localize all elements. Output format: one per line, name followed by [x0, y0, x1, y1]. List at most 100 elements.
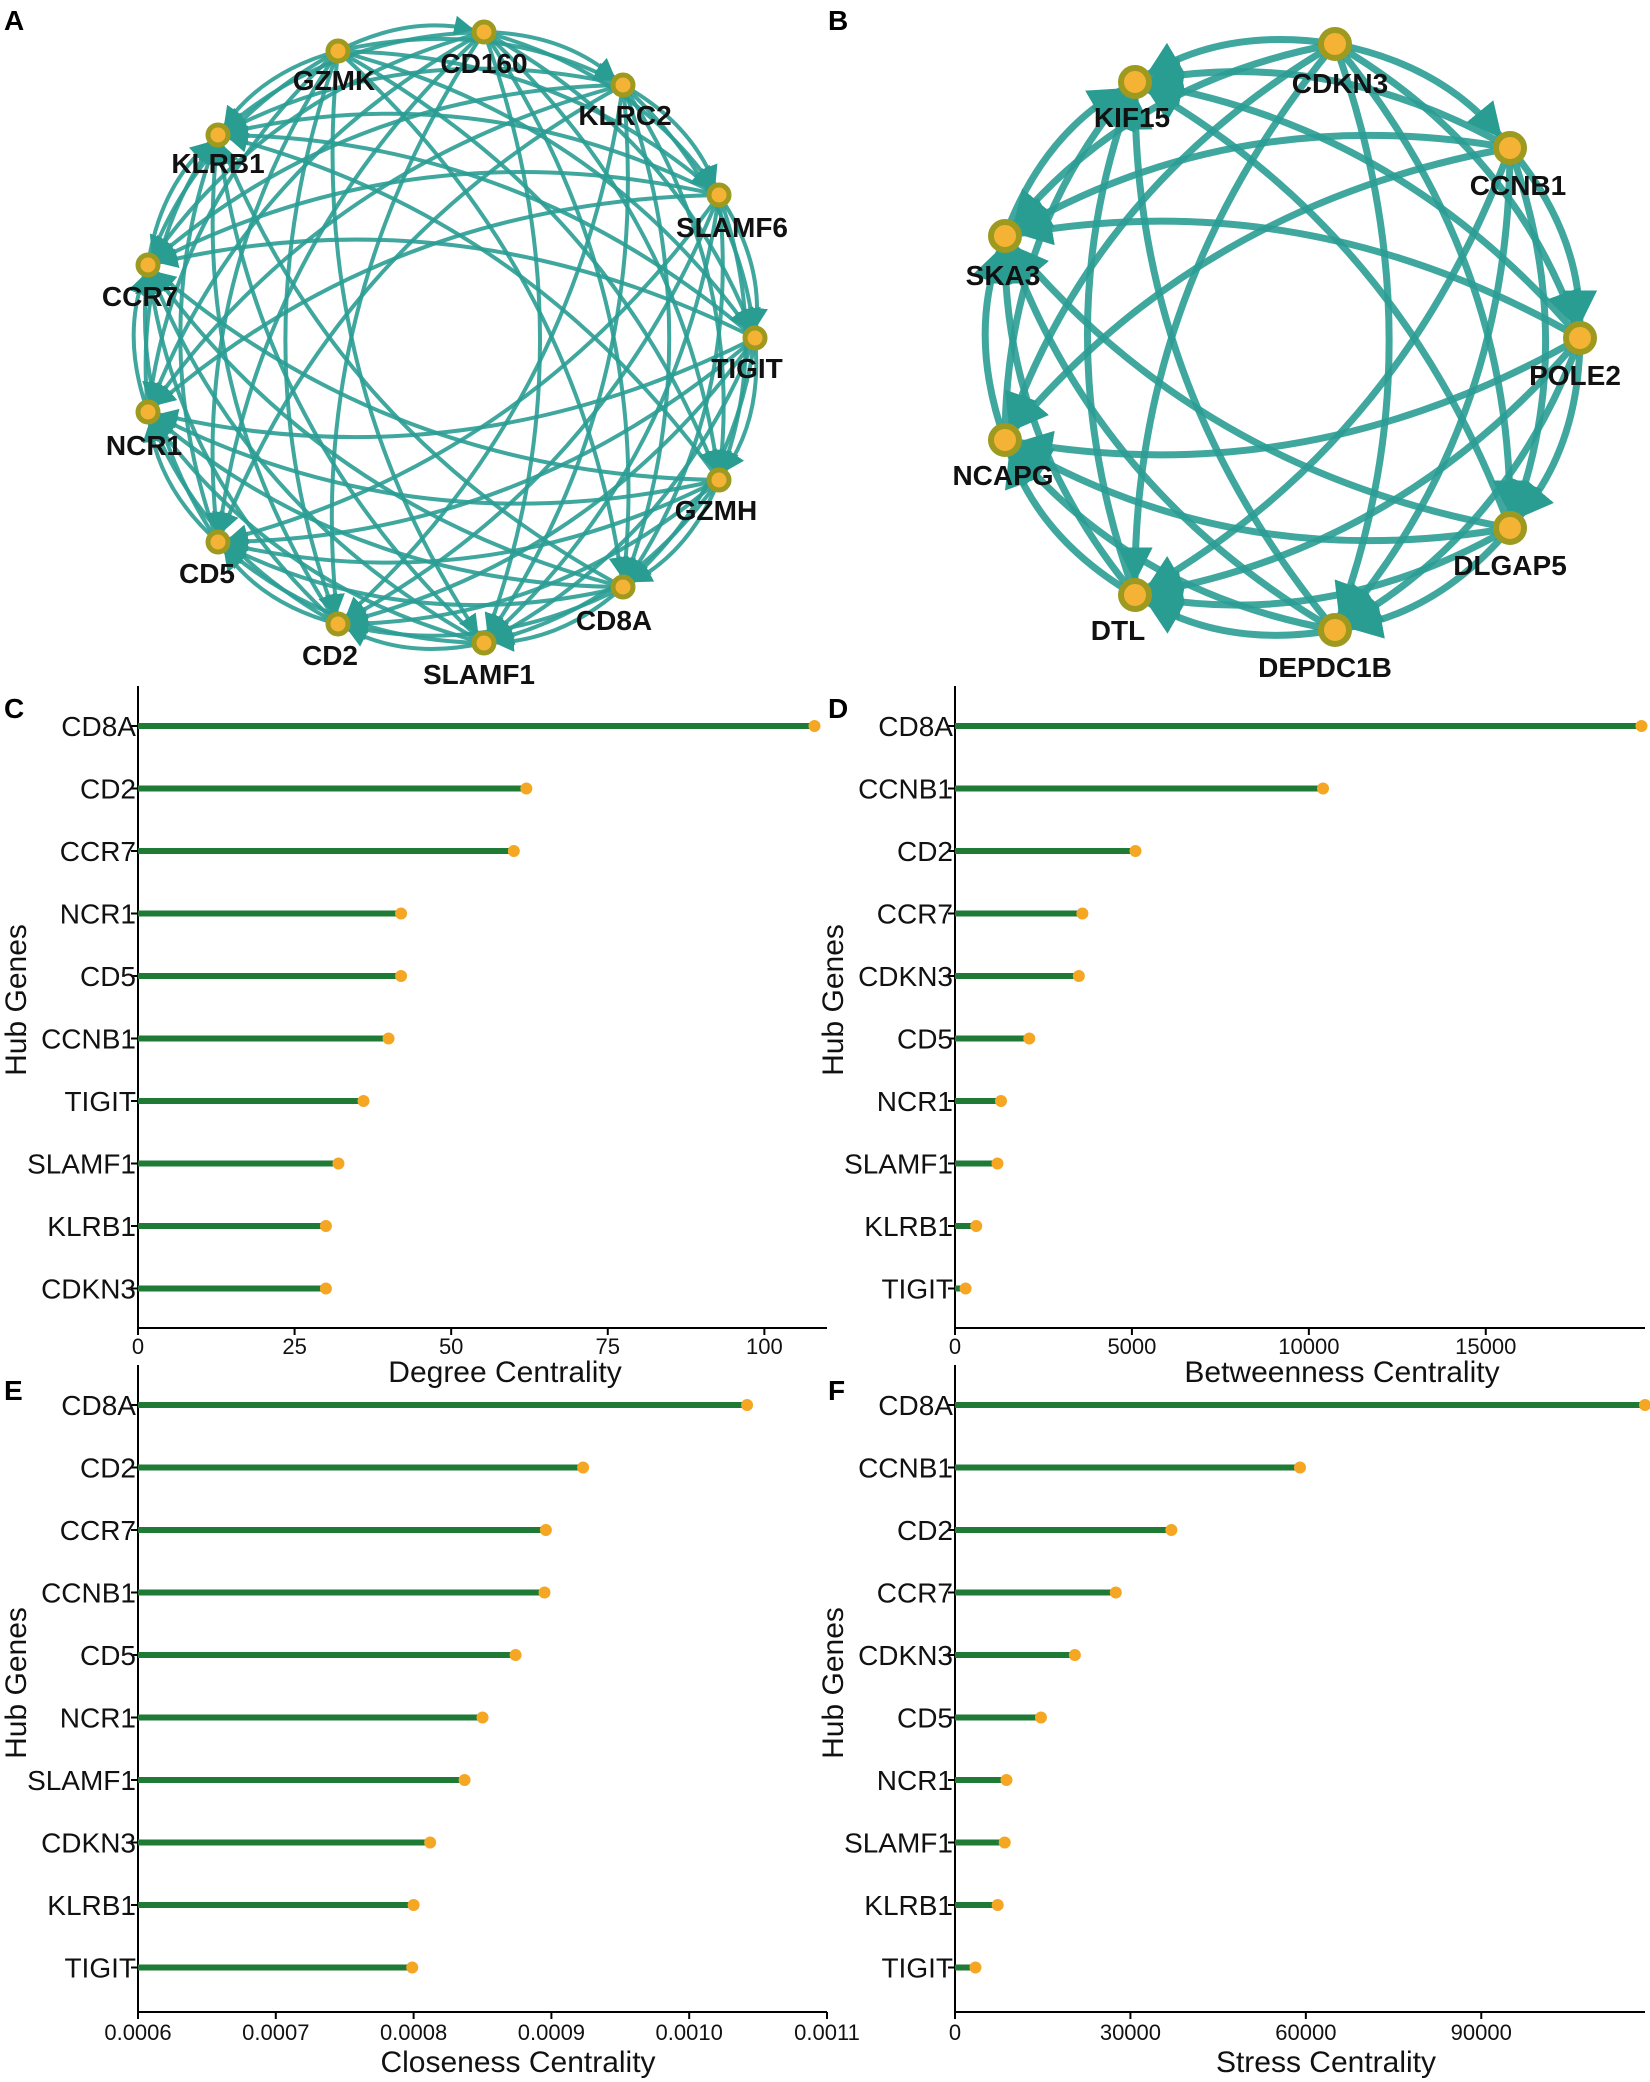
category-label-e-slamf1: SLAMF1 [27, 1765, 136, 1796]
node-label-klrc2: KLRC2 [578, 100, 671, 131]
node-cdkn3[interactable] [1318, 27, 1352, 61]
panel-letter-a: A [4, 5, 24, 36]
node-label-depdc1b: DEPDC1B [1258, 652, 1392, 683]
x-tick-label-d-2: 10000 [1278, 1334, 1339, 1359]
node-label-ncapg: NCAPG [952, 460, 1053, 491]
node-cd5[interactable] [205, 529, 231, 555]
node-depdc1b[interactable] [1318, 613, 1352, 647]
point-c-slamf1[interactable] [332, 1157, 345, 1170]
plot-area-c: 0 25 50 75 100 CD8A CD2 CCR7 NCR1 CD5 CCNB1 TIGIT SL… [27, 686, 827, 1359]
edge-pole2-to-dlgap5 [1517, 337, 1584, 519]
node-label-gzmh: GZMH [675, 495, 757, 526]
point-f-cd5[interactable] [1034, 1711, 1047, 1724]
point-d-ccr7[interactable] [1076, 907, 1089, 920]
point-d-cd5[interactable] [1023, 1032, 1036, 1045]
chart-panel-e: E Hub Genes Closeness Centrality 0.0006 0… [0, 1365, 860, 2079]
edge-cdkn3-to-dtl [1117, 41, 1338, 583]
node-ncapg[interactable] [988, 423, 1022, 457]
node-dtl[interactable] [1118, 578, 1152, 612]
point-d-cdkn3[interactable] [1072, 970, 1085, 982]
edge-cdkn3-to-ncapg [1004, 40, 1337, 429]
point-f-klrb1[interactable] [991, 1899, 1004, 1911]
category-label-f-ncr1: NCR1 [877, 1765, 953, 1796]
point-c-klrb1[interactable] [319, 1220, 332, 1232]
node-cd2[interactable] [325, 611, 351, 637]
point-e-cd8a[interactable] [741, 1399, 754, 1411]
node-klrc2[interactable] [610, 72, 636, 98]
category-label-c-cd2: CD2 [80, 774, 136, 805]
x-tick-label-c-0: 0 [132, 1334, 144, 1359]
point-e-cdkn3[interactable] [424, 1836, 437, 1849]
node-cd160[interactable] [471, 19, 497, 45]
node-cd8a[interactable] [610, 574, 636, 600]
node-label-ccr7: CCR7 [102, 281, 178, 312]
node-pole2[interactable] [1563, 321, 1597, 355]
edge-tigit-to-ccr7 [157, 237, 756, 340]
point-f-ccr7[interactable] [1109, 1586, 1122, 1599]
point-d-ncr1[interactable] [995, 1095, 1007, 1107]
category-label-d-ncr1: NCR1 [877, 1086, 953, 1117]
point-e-tigit[interactable] [406, 1961, 419, 1974]
point-c-cd2[interactable] [520, 782, 533, 795]
point-c-ncr1[interactable] [395, 907, 408, 920]
node-slamf6[interactable] [706, 182, 732, 208]
point-c-ccnb1[interactable] [382, 1032, 395, 1045]
point-c-cd5[interactable] [395, 970, 408, 982]
category-label-f-cd2: CD2 [897, 1515, 953, 1546]
point-f-slamf1[interactable] [998, 1836, 1011, 1849]
node-ccr7[interactable] [135, 252, 161, 278]
point-e-slamf1[interactable] [458, 1774, 471, 1786]
network-b-nodes: CDKN3 CCNB1 POLE2 DLGAP5 DEPDC1B DTL NCAPG SKA3… [952, 27, 1621, 683]
point-e-ccr7[interactable] [539, 1524, 552, 1536]
point-f-cd8a[interactable] [1639, 1399, 1650, 1411]
edge-klrc2-to-cd8a [621, 84, 672, 578]
node-klrb1[interactable] [205, 122, 231, 148]
node-ncr1[interactable] [135, 399, 161, 425]
node-slamf1[interactable] [471, 630, 497, 656]
point-c-ccr7[interactable] [507, 845, 520, 857]
x-tick-label-e-2: 0.0008 [380, 2020, 447, 2045]
point-d-ccnb1[interactable] [1317, 782, 1329, 795]
category-label-f-tigit: TIGIT [881, 1953, 953, 1984]
node-kif15[interactable] [1118, 65, 1152, 99]
network-a-edges [128, 15, 768, 652]
x-axis-title-e: Closeness Centrality [380, 2046, 655, 2079]
point-f-tigit[interactable] [969, 1961, 982, 1974]
point-d-tigit[interactable] [959, 1282, 972, 1295]
point-e-cd5[interactable] [509, 1649, 522, 1661]
node-ska3[interactable] [988, 219, 1022, 253]
point-c-tigit[interactable] [357, 1095, 370, 1107]
y-axis-title-f: Hub Genes [817, 1607, 850, 1759]
point-d-cd8a[interactable] [1635, 720, 1648, 732]
point-f-ccnb1[interactable] [1294, 1461, 1306, 1474]
x-tick-label-f-3: 90000 [1451, 2020, 1512, 2045]
edge-depdc1b-to-dtl [1145, 599, 1336, 639]
point-e-ccnb1[interactable] [538, 1586, 551, 1599]
point-d-slamf1[interactable] [991, 1157, 1004, 1170]
node-tigit[interactable] [742, 325, 768, 351]
node-gzmh[interactable] [706, 467, 732, 493]
x-tick-label-c-3: 75 [596, 1334, 620, 1359]
category-label-d-klrb1: KLRB1 [864, 1211, 953, 1242]
point-c-cd8a[interactable] [808, 720, 821, 732]
point-f-cdkn3[interactable] [1068, 1649, 1081, 1661]
point-f-ncr1[interactable] [1000, 1774, 1013, 1786]
x-tick-label-c-4: 100 [746, 1334, 783, 1359]
point-e-ncr1[interactable] [476, 1711, 489, 1724]
node-dlgap5[interactable] [1493, 511, 1527, 545]
point-d-cd2[interactable] [1129, 845, 1142, 857]
edge-gzmk-to-cd160 [337, 15, 475, 53]
point-e-cd2[interactable] [577, 1461, 590, 1474]
x-tick-label-d-3: 15000 [1455, 1334, 1516, 1359]
point-e-klrb1[interactable] [407, 1899, 420, 1911]
edge-gzmh-to-cd8a [631, 479, 721, 584]
node-gzmk[interactable] [325, 38, 351, 64]
edge-ncr1-to-ccr7 [128, 274, 150, 413]
node-ccnb1[interactable] [1493, 131, 1527, 165]
point-f-cd2[interactable] [1165, 1524, 1178, 1536]
point-d-klrb1[interactable] [970, 1220, 983, 1232]
edge-depdc1b-to-kif15 [1117, 94, 1338, 633]
chart-panel-d: D Hub Genes Betweenness Centrality 0 5000… [817, 686, 1648, 1389]
point-c-cdkn3[interactable] [319, 1282, 332, 1295]
edge-cdkn3-to-ccnb1 [1334, 40, 1503, 139]
